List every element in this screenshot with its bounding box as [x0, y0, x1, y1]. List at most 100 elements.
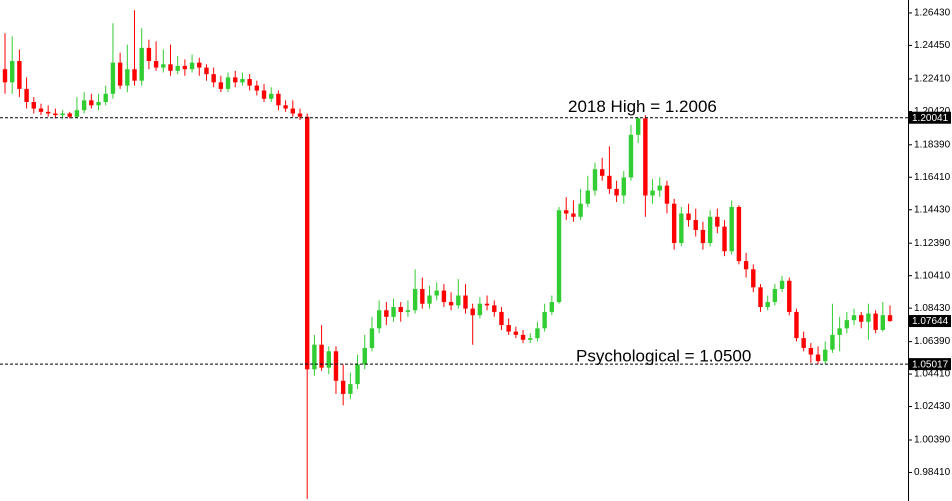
candle-body — [67, 113, 72, 117]
candle-body — [794, 311, 799, 339]
candle-body — [139, 47, 144, 81]
candle-body — [571, 213, 576, 217]
candle-body — [204, 67, 209, 75]
level-box — [909, 358, 951, 371]
candle-body — [830, 334, 835, 350]
candle-body — [283, 105, 288, 109]
candle-body — [412, 288, 418, 311]
y-tick-label: 1.24450 — [914, 40, 951, 51]
candle-body — [758, 287, 763, 307]
candle-body — [578, 203, 583, 217]
candle-body — [463, 295, 468, 309]
last-price-box — [909, 315, 951, 328]
candle-body — [197, 62, 202, 68]
candle-body — [736, 206, 742, 262]
candle-body — [542, 311, 547, 329]
candle-body — [484, 303, 490, 306]
candle-body — [801, 338, 806, 348]
candle-body — [362, 347, 367, 365]
candle-body — [168, 64, 173, 71]
candle-body — [326, 351, 331, 368]
candle-body — [643, 118, 648, 196]
candle-body — [53, 113, 58, 116]
candle-body — [844, 320, 850, 329]
candle-body — [448, 302, 454, 306]
candle-body — [110, 62, 116, 94]
candle-body — [89, 100, 94, 106]
candle-body — [743, 261, 749, 270]
candle-body — [276, 93, 281, 106]
candle-body — [492, 305, 497, 312]
y-tick-label: 1.26430 — [914, 8, 951, 19]
candle-body — [887, 315, 893, 322]
candle-body — [751, 269, 756, 288]
candle-body — [297, 113, 303, 117]
y-tick-label: 1.12390 — [914, 238, 951, 249]
candle-body — [707, 216, 713, 244]
candle-body — [599, 169, 605, 176]
candle-body — [17, 61, 22, 89]
y-tick-label: 1.20420 — [914, 106, 951, 117]
candle-body — [441, 290, 447, 303]
candle-body — [499, 311, 504, 326]
candle-body — [556, 210, 562, 303]
candle-body — [434, 290, 439, 296]
candle-body — [657, 185, 662, 191]
candle-body — [254, 85, 260, 91]
y-tick-label: 1.16410 — [914, 172, 951, 183]
candle-body — [671, 203, 677, 244]
candle-body — [420, 288, 425, 304]
candle-body — [340, 380, 346, 394]
candle-body — [261, 90, 267, 99]
candle-body — [225, 77, 231, 89]
candle-body — [45, 111, 51, 114]
y-tick-label: 1.18390 — [914, 139, 951, 150]
y-tick-label: 0.98410 — [914, 467, 951, 478]
candle-body — [117, 62, 123, 86]
candle-body — [146, 47, 152, 62]
candle-body — [686, 213, 691, 221]
candle-body — [787, 280, 792, 312]
candle-body — [31, 102, 36, 109]
candle-body — [549, 302, 555, 312]
candle-body — [837, 328, 842, 335]
candle-body — [477, 303, 483, 316]
y-tick-label: 1.14430 — [914, 204, 951, 215]
candle-body — [585, 190, 591, 204]
candle-body — [74, 110, 80, 117]
candle-body — [700, 229, 706, 244]
candle-body — [9, 61, 15, 83]
candle-body — [189, 62, 195, 70]
level-label: 1.20041 — [912, 113, 949, 124]
candle-body — [81, 100, 87, 111]
candle-body — [348, 384, 353, 394]
candle-body — [456, 295, 461, 306]
y-tick-label: 1.22410 — [914, 74, 951, 85]
candle-body — [470, 308, 475, 316]
level-box — [909, 111, 951, 124]
candle-body — [333, 351, 339, 381]
candle-body — [182, 65, 188, 70]
candle-body — [376, 310, 382, 329]
candle-body — [650, 190, 655, 196]
level-label: 1.05017 — [912, 359, 949, 370]
candle-body — [384, 310, 389, 317]
candle-body — [153, 61, 159, 68]
candle-body — [60, 113, 65, 116]
y-tick-label: 1.08430 — [914, 303, 951, 314]
candle-body — [815, 354, 821, 362]
candle-body — [513, 331, 519, 335]
candle-body — [614, 188, 619, 196]
candle-body — [715, 216, 720, 227]
candle-body — [772, 288, 778, 303]
y-tick-label: 1.02430 — [914, 401, 951, 412]
candle-body — [808, 347, 814, 355]
candle-body — [175, 65, 180, 71]
candle-body — [866, 313, 871, 322]
candle-body — [722, 226, 727, 252]
candle-body — [628, 134, 634, 178]
candle-body — [679, 213, 684, 244]
candle-body — [564, 210, 569, 214]
candle-body — [520, 334, 526, 340]
candle-body — [506, 325, 511, 332]
